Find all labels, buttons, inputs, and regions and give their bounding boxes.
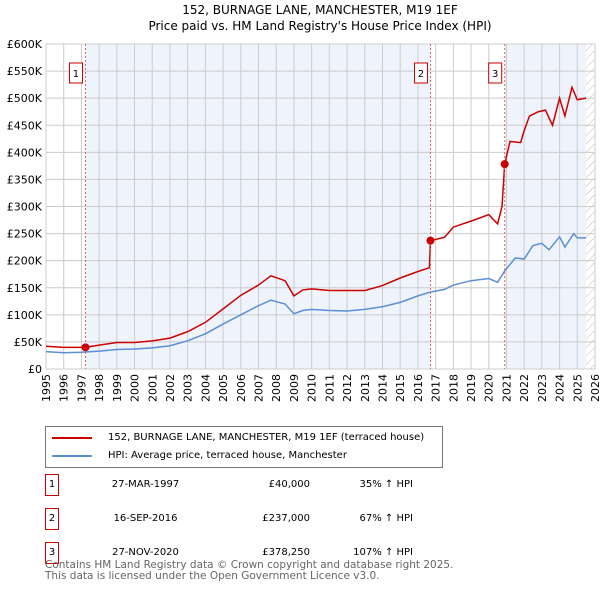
x-tick-label: 2007 [253, 374, 266, 402]
y-tick-label: £350K [7, 173, 43, 186]
y-tick-label: £0 [28, 363, 42, 376]
sale-label: 1 [73, 69, 79, 80]
x-tick-label: 1999 [111, 374, 124, 402]
sale-date: 27-NOV-2020 [112, 547, 179, 558]
x-tick-label: 2015 [394, 374, 407, 402]
blue-line-swatch [52, 454, 92, 457]
sale-hpi-diff: 35% ↑ HPI [359, 479, 413, 490]
x-tick-label: 2005 [217, 374, 230, 402]
sale-hpi-diff: 107% ↑ HPI [353, 547, 413, 558]
x-tick-label: 2003 [182, 374, 195, 402]
x-tick-label: 2004 [199, 374, 212, 402]
x-tick-label: 2019 [465, 374, 478, 402]
red-line-swatch [52, 436, 92, 439]
chart-title: 152, BURNAGE LANE, MANCHESTER, M19 1EF [182, 3, 458, 17]
sale-row: 1 27-MAR-1997 £40,000 35% ↑ HPI [45, 474, 445, 496]
legend-item-hpi: HPI: Average price, terraced house, Manc… [52, 450, 347, 461]
legend-item-property: 152, BURNAGE LANE, MANCHESTER, M19 1EF (… [52, 432, 424, 443]
x-tick-label: 2006 [235, 374, 248, 402]
sale-number: 1 [45, 474, 59, 496]
x-tick-label: 1998 [93, 374, 106, 402]
legend: 152, BURNAGE LANE, MANCHESTER, M19 1EF (… [45, 426, 443, 468]
sale-date: 16-SEP-2016 [113, 513, 178, 524]
sale-price: £378,250 [262, 547, 310, 558]
y-tick-label: £150K [7, 282, 43, 295]
x-tick-label: 2026 [589, 374, 600, 402]
y-tick-label: £50K [14, 336, 43, 349]
legend-label: HPI: Average price, terraced house, Manc… [108, 450, 347, 461]
sale-label: 2 [418, 69, 424, 80]
x-tick-label: 2017 [430, 374, 443, 402]
x-tick-label: 1997 [75, 374, 88, 402]
x-tick-label: 2008 [270, 374, 283, 402]
x-tick-label: 2014 [376, 374, 389, 402]
y-tick-label: £550K [7, 65, 43, 78]
sale-row: 3 27-NOV-2020 £378,250 107% ↑ HPI [45, 542, 445, 564]
y-tick-label: £500K [7, 92, 43, 105]
sale-point [81, 343, 90, 352]
x-tick-label: 2011 [323, 374, 336, 402]
x-tick-label: 1996 [58, 374, 71, 402]
x-tick-label: 2001 [146, 374, 159, 402]
legend-label: 152, BURNAGE LANE, MANCHESTER, M19 1EF (… [108, 432, 425, 443]
hpi-line [45, 232, 587, 354]
x-tick-label: 2013 [359, 374, 372, 402]
x-tick-label: 2000 [129, 374, 142, 402]
x-tick-label: 2023 [536, 374, 549, 402]
sale-number: 2 [45, 508, 59, 530]
y-tick-label: £200K [7, 255, 43, 268]
plot-frame [45, 43, 596, 370]
footer-line: Contains HM Land Registry data © Crown c… [45, 559, 454, 571]
y-tick-label: £400K [7, 146, 43, 159]
sale-label-box [68, 62, 83, 84]
sale-number: 3 [45, 542, 59, 564]
sale-point [500, 160, 509, 169]
y-tick-label: £600K [7, 38, 43, 51]
price-chart: 152, BURNAGE LANE, MANCHESTER, M19 1EF P… [7, 3, 600, 402]
x-tick-label: 2024 [554, 374, 567, 402]
x-tick-label: 1995 [40, 374, 53, 402]
y-tick-label: £450K [7, 119, 43, 132]
x-tick-label: 2022 [518, 374, 531, 402]
x-tick-label: 2021 [500, 374, 513, 402]
property-price-line [45, 84, 587, 349]
sale-label: 3 [492, 69, 498, 80]
chart-subtitle: Price paid vs. HM Land Registry's House … [148, 19, 491, 33]
y-tick-label: £100K [7, 309, 43, 322]
sale-point [426, 236, 435, 245]
x-tick-label: 2009 [288, 374, 301, 402]
sale-price: £40,000 [268, 479, 310, 490]
x-tick-label: 2018 [447, 374, 460, 402]
x-tick-label: 2016 [412, 374, 425, 402]
x-tick-label: 2010 [306, 374, 319, 402]
sale-row: 2 16-SEP-2016 £237,000 67% ↑ HPI [45, 508, 445, 530]
sale-date: 27-MAR-1997 [111, 479, 180, 490]
x-tick-label: 2020 [483, 374, 496, 402]
sale-label-box [488, 62, 503, 84]
sale-price: £237,000 [262, 513, 310, 524]
footer-line: This data is licensed under the Open Gov… [45, 570, 380, 582]
sale-hpi-diff: 67% ↑ HPI [359, 513, 413, 524]
sale-label-box [413, 62, 428, 84]
x-tick-label: 2002 [164, 374, 177, 402]
x-tick-label: 2025 [571, 374, 584, 402]
y-tick-label: £250K [7, 228, 43, 241]
y-tick-label: £300K [7, 201, 43, 214]
footer: Contains HM Land Registry data © Crown c… [45, 560, 453, 582]
x-tick-label: 2012 [341, 374, 354, 402]
